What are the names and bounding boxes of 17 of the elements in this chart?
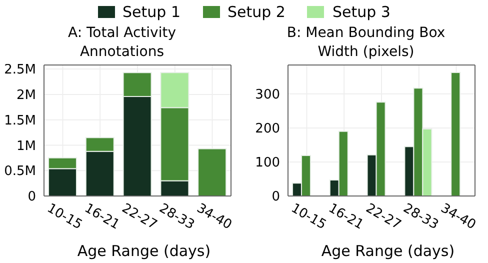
x-axis-title: Age Range (days) (320, 242, 456, 261)
chart-title: B: Mean Bounding Box Width (pixels) (286, 24, 446, 62)
y-tick-label: 0 (28, 190, 36, 205)
legend-label: Setup 2 (228, 3, 286, 21)
y-tick-label: 2.5M (4, 62, 36, 78)
y-tick-label: 100 (255, 156, 280, 171)
y-tick-label: 200 (255, 122, 280, 137)
y-tick-label: 2M (16, 88, 36, 104)
legend-label: Setup 1 (122, 3, 180, 21)
x-axis-title: Age Range (days) (76, 242, 212, 261)
chart-title: A: Total Activity Annotations (66, 24, 177, 62)
y-tick-label: 0.5M (4, 164, 36, 180)
legend-label: Setup 3 (332, 3, 390, 21)
y-tick-label: 300 (255, 88, 280, 103)
y-tick-label: 0 (272, 190, 280, 205)
y-tick-label: 1M (16, 138, 36, 154)
y-tick-label: 1.5M (4, 113, 36, 128)
